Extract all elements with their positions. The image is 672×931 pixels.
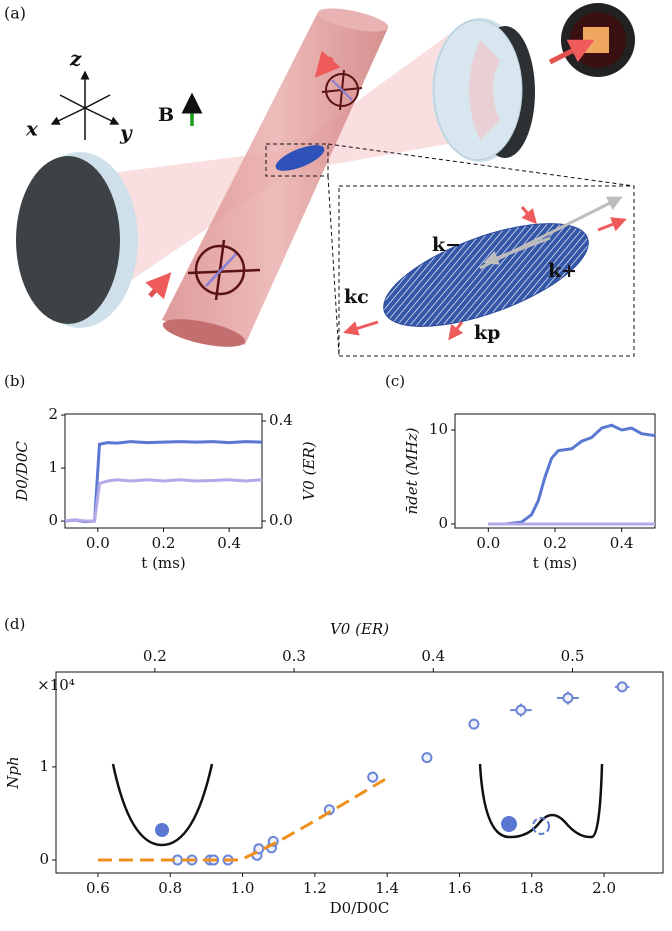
plot-frame: [56, 672, 663, 873]
y-tick-label: 0: [48, 511, 58, 529]
y-tick-label: 1: [39, 757, 49, 775]
x2-tick-label: 0.3: [282, 647, 306, 665]
x-tick-label: 1.4: [375, 879, 399, 897]
panel-label: (b): [4, 372, 25, 390]
plot-frame: [455, 414, 655, 528]
panel-label: (c): [385, 372, 405, 390]
x-tick-label: 0.0: [86, 534, 110, 552]
figure: (a) z x y B k− k+ kc kp (b) 0.0 0.2 0.4 0 1 2 0…: [0, 0, 672, 931]
wavevector-label: kc: [344, 286, 369, 308]
x2-tick-label: 0.4: [421, 647, 445, 665]
data-point: [618, 682, 627, 691]
field-label: B: [158, 104, 174, 126]
x-tick-label: 1.6: [448, 879, 472, 897]
x-tick-label: 0.6: [86, 879, 110, 897]
x-tick-label: 2.0: [592, 879, 616, 897]
x-tick-label: 0.2: [543, 534, 567, 552]
x-tick-label: 0.8: [158, 879, 182, 897]
x-tick-label: 0.2: [152, 534, 176, 552]
x-axis-label: t (ms): [533, 554, 577, 572]
panel-label: (d): [4, 615, 25, 633]
wavevector-label: k+: [548, 260, 577, 282]
y-axis-label: Nph: [4, 756, 22, 789]
data-point: [563, 694, 572, 703]
x-tick-label: 0.4: [610, 534, 634, 552]
panel-a-drawing: [16, 3, 635, 356]
x2-axis-label: V0 (ER): [330, 620, 389, 638]
x-axis-label: t (ms): [141, 554, 185, 572]
series-line: [488, 425, 655, 524]
wavevector-label: k−: [432, 234, 461, 256]
data-point: [368, 773, 377, 782]
data-point: [422, 753, 431, 762]
wavevector-label: kp: [474, 322, 500, 344]
x-axis-label: D0/D0C: [330, 899, 390, 917]
panel-label: (a): [4, 4, 26, 23]
y-tick-label: 1: [48, 458, 58, 476]
y-tick-label: 0: [438, 514, 448, 532]
axis-label: x: [25, 117, 39, 141]
x2-tick-label: 0.5: [561, 647, 585, 665]
x-tick-label: 1.8: [520, 879, 544, 897]
y-tick-label: 2: [48, 405, 58, 423]
y2-axis-label: V0 (ER): [300, 441, 318, 500]
y-tick-label: 0: [39, 850, 49, 868]
series-line: [98, 778, 387, 860]
axis-label: y: [119, 121, 133, 145]
x-tick-label: 0.4: [217, 534, 241, 552]
y-tick-label: 10: [429, 420, 448, 438]
y-axis-label: D0/D0C: [13, 441, 31, 502]
data-point: [516, 706, 525, 715]
data-point: [469, 720, 478, 729]
y-axis-label: n̄det (MHz): [403, 427, 421, 514]
axis-multiplier: ×10⁴: [37, 676, 75, 694]
axis-label: z: [69, 47, 82, 71]
x-tick-label: 0.0: [476, 534, 500, 552]
y2-tick-label: 0.4: [269, 411, 293, 429]
x-tick-label: 1.2: [303, 879, 327, 897]
x-tick-label: 1.0: [231, 879, 255, 897]
x2-tick-label: 0.2: [143, 647, 167, 665]
y2-tick-label: 0.0: [269, 511, 293, 529]
potential-insets: [113, 764, 602, 845]
